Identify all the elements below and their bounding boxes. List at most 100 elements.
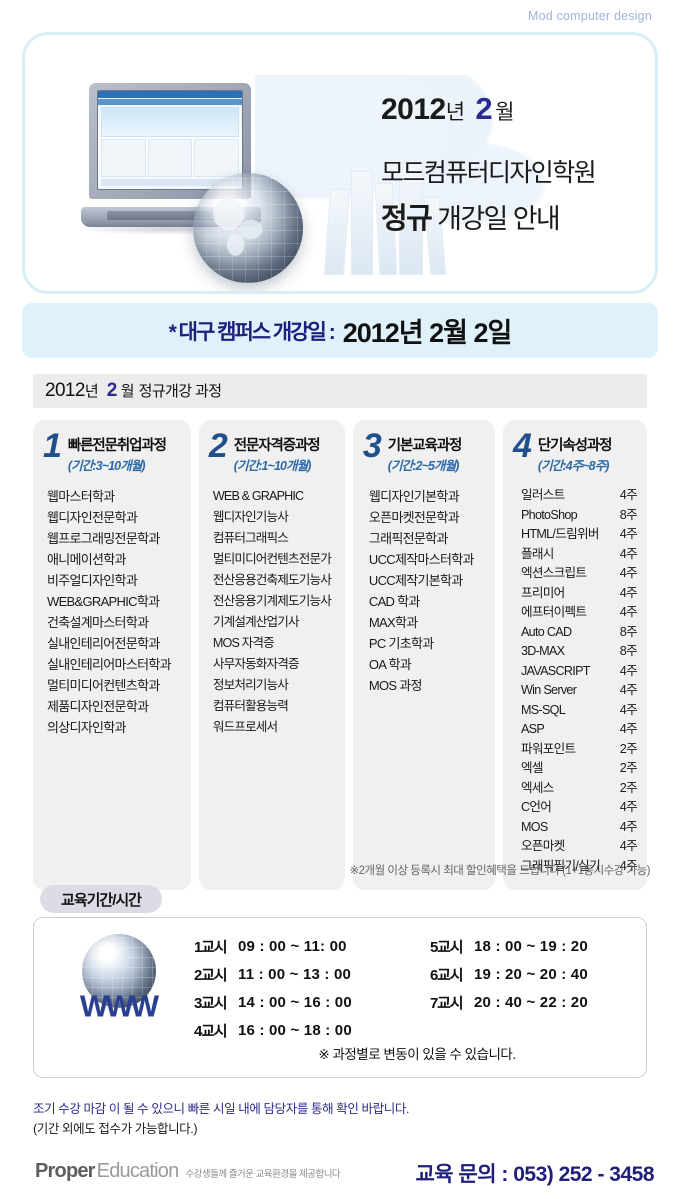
- list-item: UCC제작마스터학과: [368, 552, 475, 567]
- card-number: 4: [512, 427, 532, 465]
- course-weeks: 4주: [619, 585, 638, 600]
- table-row: 4교시 16 : 00 ~ 18 : 00: [194, 1016, 640, 1044]
- list-item: 그래픽전문학과: [368, 531, 449, 546]
- contact-phone[interactable]: 교육 문의 : 053) 252 - 3458: [415, 1163, 654, 1186]
- course-name: 파워포인트: [520, 741, 576, 756]
- hero-year-suffix: 년: [445, 101, 465, 124]
- card-header: 2 전문자격증과정 (기간:1~10개월): [199, 429, 345, 474]
- list-item: 전산응용건축제도기능사: [212, 573, 332, 587]
- period-time: 11 : 00 ~ 13 : 00: [238, 965, 352, 983]
- course-name: 오픈마켓: [520, 839, 565, 853]
- course-name: MS-SQL: [520, 702, 566, 717]
- www-globe-graphic: WWW: [70, 934, 166, 1038]
- list-item: 오픈마켓전문학과: [368, 510, 460, 525]
- logo-part-2: Education: [96, 1160, 180, 1182]
- hero-year: 2012: [381, 93, 446, 126]
- list-item: 사무자동화자격증: [212, 657, 300, 671]
- list-item: UCC제작기본학과: [368, 573, 463, 588]
- list-item: 웹디자인기본학과: [368, 489, 460, 504]
- course-card-4[interactable]: 4 단기속성과정 (기간:4주~8주) 일러스트 4주 PhotoShop 8주 H…: [502, 420, 647, 890]
- list-item: 멀티미디어컨텐츠전문가: [212, 552, 332, 566]
- list-item: 웹마스터학과: [47, 489, 115, 504]
- list-item: MAX학과: [368, 615, 418, 630]
- campus-label: * 대구 캠퍼스 개강일 :: [168, 320, 336, 344]
- course-name: 에프터이펙트: [520, 605, 587, 619]
- course-weeks: 4주: [619, 683, 638, 697]
- section-year-suffix: 년: [84, 383, 99, 400]
- footer: Proper Education 수강생들께 즐거운 교육환경을 제공합니다 교…: [0, 1152, 680, 1199]
- course-weeks: 4주: [619, 527, 638, 541]
- course-weeks: 2주: [619, 761, 638, 775]
- course-name: 프리미어: [520, 585, 565, 600]
- list-item: 엑션스크립트 4주: [521, 564, 638, 584]
- list-item: ASP 4주: [521, 720, 638, 740]
- list-item: 웹프로그래밍전문학과: [47, 531, 160, 546]
- list-item: 엑셀 2주: [521, 759, 638, 779]
- list-item: 정보처리기능사: [212, 678, 289, 692]
- list-item: WEB & GRAPHIC: [212, 489, 304, 503]
- card-header: 4 단기속성과정 (기간:4주~8주): [503, 427, 647, 474]
- course-weeks: 4주: [619, 488, 638, 502]
- course-name: MOS: [520, 819, 548, 834]
- card-title: 기본교육과정: [387, 438, 463, 454]
- hero-subtitle-bold: 정규: [381, 203, 433, 235]
- course-weeks: 4주: [619, 702, 638, 717]
- early-closing-note: 조기 수강 마감 이 될 수 있으니 빠른 시일 내에 담당자를 통해 확인 바…: [33, 1102, 410, 1116]
- list-item: 애니메이션학과: [47, 552, 127, 567]
- course-list-1: 웹마스터학과 웹디자인전문학과 웹프로그래밍전문학과 애니메이션학과 비주얼디자…: [33, 486, 191, 738]
- course-name: 그래픽필기/실기: [520, 858, 601, 873]
- list-item: Win Server 4주: [521, 681, 638, 701]
- company-logo: Proper Education 수강생들께 즐거운 교육환경을 제공합니다: [35, 1160, 341, 1183]
- course-name: 엑세스: [520, 780, 554, 795]
- course-name: Auto CAD: [520, 624, 572, 639]
- list-item: 비주얼디자인학과: [47, 573, 138, 588]
- globe-icon: [82, 934, 156, 1008]
- course-weeks: 2주: [619, 741, 638, 756]
- list-item: MOS 4주: [520, 818, 638, 838]
- course-card-3[interactable]: 3 기본교육과정 (기간:2~5개월) 웹디자인기본학과 오픈마켓전문학과 그래…: [352, 420, 495, 890]
- schedule-note: ※ 과정별로 변동이 있을 수 있습니다.: [318, 1047, 516, 1062]
- list-item: 기계설계산업기사: [212, 615, 300, 629]
- list-item: WEB&GRAPHIC학과: [47, 594, 160, 609]
- list-item: MS-SQL 4주: [520, 701, 638, 721]
- schedule-section-tag: 교육기간/시간: [40, 885, 162, 913]
- period-label: 3교시: [194, 994, 228, 1012]
- course-name: 플래시: [520, 546, 554, 561]
- period-label: 5교시: [430, 938, 464, 956]
- list-item: 웹디자인전문학과: [47, 510, 138, 525]
- list-item: MOS 자격증: [212, 636, 275, 650]
- extra-application-note: (기간 외에도 접수가 가능합니다.): [33, 1122, 198, 1136]
- course-card-1[interactable]: 1 빠른전문취업과정 (기간:3~10개월) 웹마스터학과 웹디자인전문학과 웹…: [33, 420, 191, 890]
- list-item: 그래픽필기/실기 4주: [520, 857, 638, 877]
- period-time: 09 : 00 ~ 11: 00: [238, 937, 347, 955]
- course-card-2[interactable]: 2 전문자격증과정 (기간:1~10개월) WEB & GRAPHIC 웹디자인…: [198, 420, 345, 890]
- period-label: 2교시: [194, 966, 228, 984]
- list-item: JAVASCRIPT 4주: [521, 662, 638, 682]
- period-label: 4교시: [194, 1022, 228, 1040]
- table-row: 3교시 14 : 00 ~ 16 : 00 7교시 20 : 40 ~ 22 : 2…: [194, 988, 640, 1016]
- list-item: PhotoShop 8주: [521, 506, 638, 526]
- card-number: 3: [362, 427, 382, 465]
- list-item: 컴퓨터그래픽스: [212, 531, 289, 545]
- table-row: 1교시 09 : 00 ~ 11: 00 5교시 18 : 00 ~ 19 : 20: [194, 932, 640, 960]
- list-item: PC 기초학과: [368, 636, 434, 651]
- card-header: 1 빠른전문취업과정 (기간:3~10개월): [33, 429, 191, 474]
- list-item: Auto CAD 8주: [520, 623, 638, 643]
- hero-subtitle: 정규 개강일 안내: [381, 195, 643, 237]
- list-item: CAD 학과: [368, 594, 420, 609]
- course-weeks: 4주: [619, 722, 638, 736]
- list-item: C언어 4주: [521, 798, 638, 818]
- list-item: 실내인테리어마스터학과: [47, 657, 172, 672]
- period-time: 14 : 00 ~ 16 : 00: [238, 993, 352, 1011]
- list-item: 제품디자인전문학과: [47, 699, 149, 714]
- course-weeks: 2주: [619, 780, 638, 795]
- course-list-4: 일러스트 4주 PhotoShop 8주 HTML/드림위버 4주 플래시 4주 엑션스…: [503, 486, 647, 876]
- list-item: 멀티미디어컨텐츠학과: [47, 678, 160, 693]
- laptop-screen: [97, 90, 243, 190]
- course-weeks: 8주: [619, 644, 638, 658]
- list-item: 3D-MAX 8주: [521, 642, 638, 662]
- hero-academy-name: 모드컴퓨터디자인학원: [381, 159, 597, 187]
